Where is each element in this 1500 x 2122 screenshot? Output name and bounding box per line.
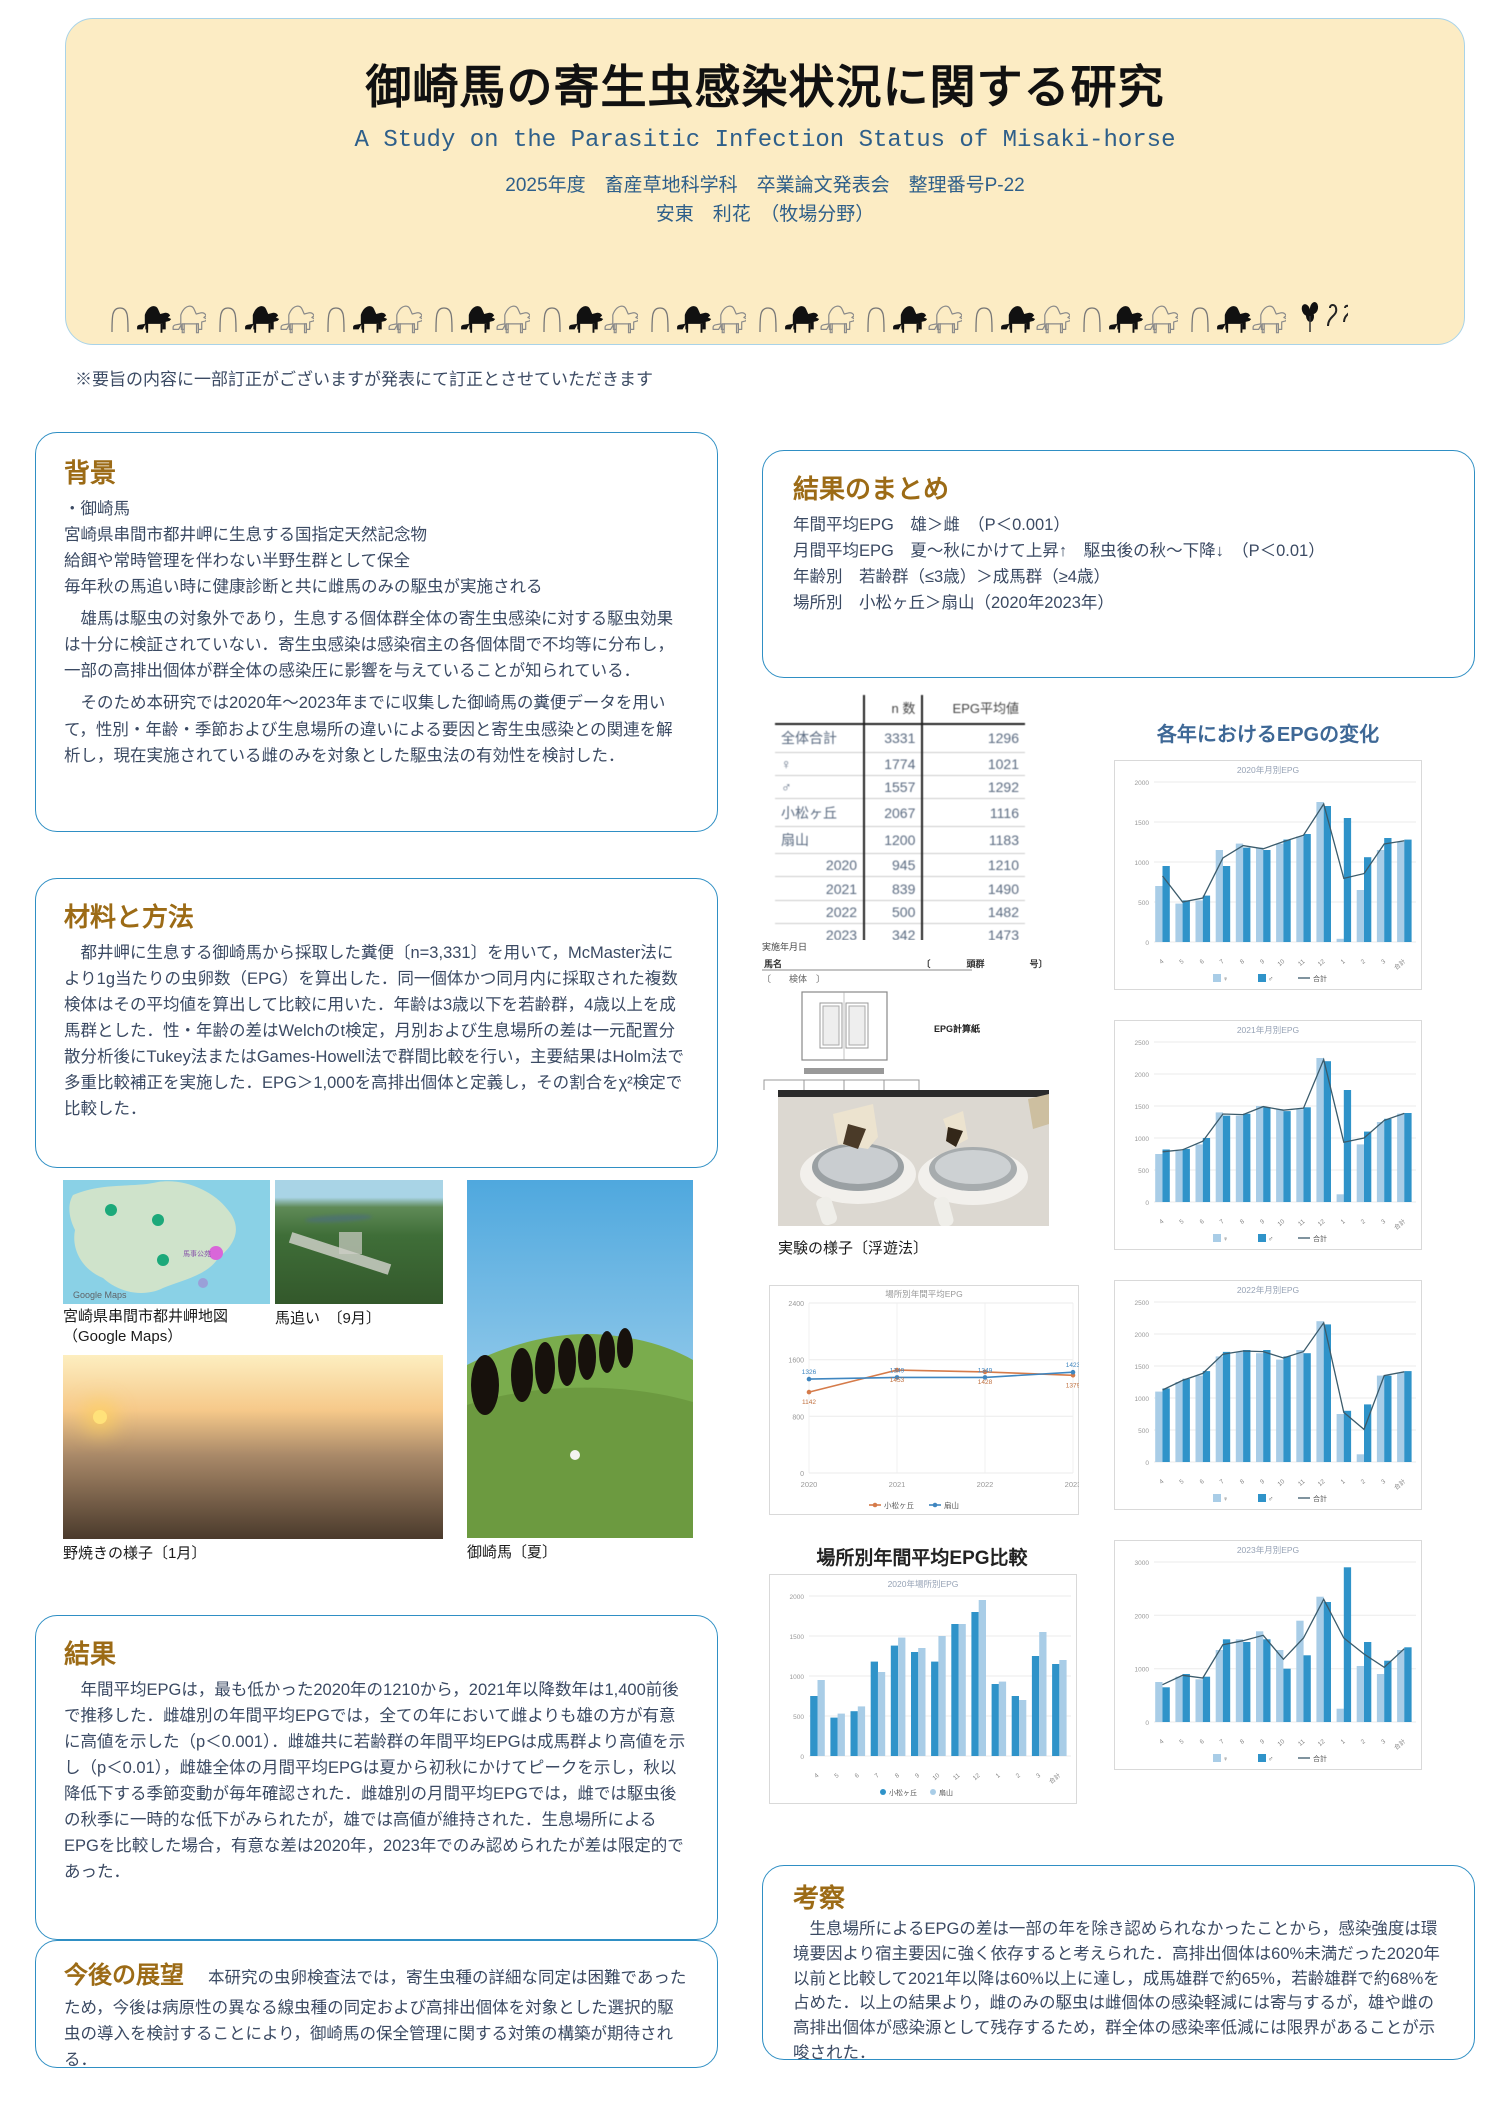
svg-text:♂: ♂	[1268, 976, 1273, 983]
svg-text:0: 0	[1145, 1720, 1149, 1727]
svg-text:2023: 2023	[1065, 1480, 1079, 1489]
svg-text:500: 500	[793, 1714, 804, 1721]
svg-text:1500: 1500	[1135, 820, 1150, 827]
svg-text:2020年場所別EPG: 2020年場所別EPG	[888, 1579, 959, 1589]
svg-text:2000: 2000	[1135, 1072, 1150, 1079]
svg-text:1000: 1000	[1135, 1396, 1150, 1403]
svg-text:800: 800	[792, 1414, 804, 1421]
svg-text:2000: 2000	[1135, 780, 1150, 787]
svg-text:2023年月別EPG: 2023年月別EPG	[1237, 1545, 1299, 1555]
svg-text:2021年月別EPG: 2021年月別EPG	[1237, 1025, 1299, 1035]
svg-text:合計: 合計	[1313, 1494, 1327, 1503]
svg-text:1349: 1349	[890, 1367, 905, 1374]
svg-text:場所別年間平均EPG: 場所別年間平均EPG	[885, 1289, 962, 1299]
svg-text:♀: ♀	[1223, 976, 1228, 983]
svg-text:♀: ♀	[1223, 1756, 1228, 1763]
svg-text:小松ヶ丘: 小松ヶ丘	[884, 1500, 914, 1510]
svg-text:1379: 1379	[1066, 1382, 1079, 1389]
svg-text:♂: ♂	[1268, 1236, 1273, 1243]
svg-text:1000: 1000	[1135, 860, 1150, 867]
svg-text:♂: ♂	[1268, 1756, 1273, 1763]
svg-text:0: 0	[1145, 940, 1149, 947]
svg-text:2000: 2000	[790, 1594, 805, 1601]
svg-text:1423: 1423	[1066, 1362, 1079, 1369]
svg-text:1326: 1326	[802, 1369, 817, 1376]
svg-text:500: 500	[1138, 1168, 1149, 1175]
svg-text:1000: 1000	[1135, 1136, 1150, 1143]
svg-text:2500: 2500	[1135, 1300, 1150, 1307]
svg-text:合計: 合計	[1313, 974, 1327, 983]
svg-text:扇山: 扇山	[944, 1500, 959, 1510]
svg-text:0: 0	[1145, 1200, 1149, 1207]
svg-text:2022: 2022	[977, 1480, 994, 1489]
svg-text:1428: 1428	[978, 1379, 993, 1386]
svg-text:馬名 〔 頭群: 馬名 〔 頭群 号〕	[763, 958, 1048, 969]
svg-text:♀: ♀	[1223, 1236, 1228, 1243]
svg-text:1500: 1500	[1135, 1364, 1150, 1371]
svg-text:EPG計算紙: EPG計算紙	[934, 1023, 980, 1034]
svg-text:500: 500	[1138, 1428, 1149, 1435]
svg-text:合計: 合計	[1313, 1234, 1327, 1243]
svg-text:2020年月別EPG: 2020年月別EPG	[1237, 765, 1299, 775]
svg-text:2500: 2500	[1135, 1040, 1150, 1047]
svg-text:1600: 1600	[788, 1358, 804, 1365]
svg-text:1349: 1349	[978, 1367, 993, 1374]
svg-text:2021: 2021	[889, 1480, 906, 1489]
svg-text:♀: ♀	[1223, 1496, 1228, 1503]
svg-text:3000: 3000	[1135, 1560, 1150, 1567]
svg-text:500: 500	[1138, 900, 1149, 907]
svg-text:1000: 1000	[1135, 1667, 1150, 1674]
svg-text:Google Maps: Google Maps	[73, 1290, 127, 1300]
svg-text:合計: 合計	[1313, 1754, 1327, 1763]
svg-text:0: 0	[800, 1754, 804, 1761]
svg-text:馬事公苑: 馬事公苑	[183, 1249, 211, 1258]
svg-text:〔 検体 〕: 〔 検体 〕	[762, 973, 825, 984]
svg-text:1000: 1000	[790, 1674, 805, 1681]
svg-text:1500: 1500	[790, 1634, 805, 1641]
svg-text:1142: 1142	[802, 1399, 816, 1406]
svg-text:扇山: 扇山	[939, 1788, 953, 1797]
svg-text:1500: 1500	[1135, 1104, 1150, 1111]
svg-text:0: 0	[800, 1471, 804, 1478]
svg-text:2000: 2000	[1135, 1332, 1150, 1339]
svg-text:小松ヶ丘: 小松ヶ丘	[889, 1788, 917, 1797]
svg-text:実施年月日: 実施年月日	[762, 941, 807, 952]
svg-text:♂: ♂	[1268, 1496, 1273, 1503]
svg-text:1453: 1453	[890, 1377, 905, 1384]
svg-text:0: 0	[1145, 1460, 1149, 1467]
svg-text:2000: 2000	[1135, 1613, 1150, 1620]
svg-text:2400: 2400	[788, 1301, 804, 1308]
svg-text:2020: 2020	[801, 1480, 818, 1489]
svg-text:2022年月別EPG: 2022年月別EPG	[1237, 1285, 1299, 1295]
